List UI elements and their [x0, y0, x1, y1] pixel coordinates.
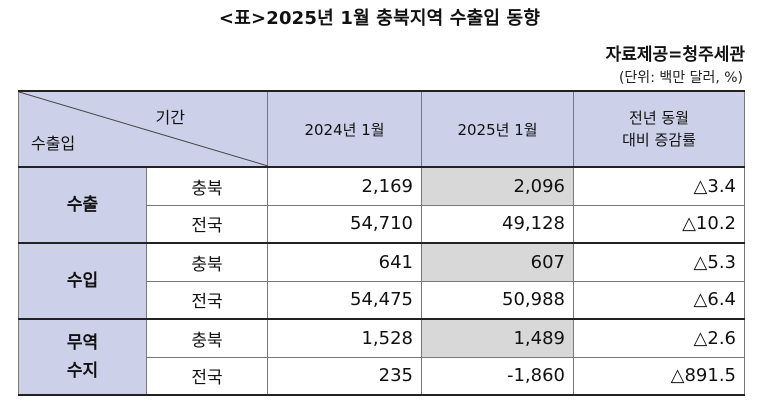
region-cell: 충북: [146, 318, 268, 358]
header-row: 기간 수출입 2024년 1월 2025년 1월 전년 동월 대비 증감률: [18, 90, 745, 168]
change-rate: △6.4: [573, 280, 745, 320]
value-2025: 2,096: [421, 166, 574, 206]
region-cell: 충북: [146, 166, 268, 206]
trade-table: 기간 수출입 2024년 1월 2025년 1월 전년 동월 대비 증감률 수출…: [18, 90, 745, 396]
change-rate: △10.2: [573, 204, 745, 244]
change-rate: △3.4: [573, 166, 745, 206]
region-cell: 충북: [146, 242, 268, 282]
table-row: 수입 충북 641 607 △5.3: [18, 242, 745, 320]
table-title: <표>2025년 1월 충북지역 수출입 동향: [218, 8, 541, 29]
value-2024: 641: [267, 242, 422, 282]
value-2025: 49,128: [421, 204, 574, 244]
value-2025: -1,860: [421, 356, 574, 396]
source-credit: 자료제공=청주세관: [605, 45, 745, 65]
col-header-change: 전년 동월 대비 증감률: [573, 90, 745, 168]
value-2025: 1,489: [421, 318, 574, 358]
table-row: 무역 수지 충북 1,528 1,489 △2.6: [18, 318, 745, 396]
col-header-change-line1: 전년 동월: [629, 109, 689, 127]
diagonal-divider: [19, 92, 268, 166]
change-rate: △891.5: [573, 356, 745, 396]
table-row: 수출 충북 2,169 2,096 △3.4: [18, 166, 745, 244]
category-trade-balance: 무역 수지: [18, 318, 147, 396]
col-header-change-line2: 대비 증감률: [622, 131, 696, 149]
value-2025: 607: [421, 242, 574, 282]
region-cell: 전국: [146, 204, 268, 244]
value-2025: 50,988: [421, 280, 574, 320]
category-export: 수출: [18, 166, 147, 244]
value-2024: 54,710: [267, 204, 422, 244]
unit-note: (단위: 백만 달러, %): [618, 70, 743, 86]
corner-period-label: 기간: [155, 108, 185, 127]
table-row: 전국 54,710 49,128 △10.2: [18, 204, 745, 244]
change-rate: △5.3: [573, 242, 745, 282]
value-2024: 54,475: [267, 280, 422, 320]
change-rate: △2.6: [573, 318, 745, 358]
value-2024: 2,169: [267, 166, 422, 206]
col-header-2024: 2024년 1월: [267, 90, 422, 168]
value-2024: 235: [267, 356, 422, 396]
table-row: 전국 235 -1,860 △891.5: [19, 356, 745, 396]
category-import: 수입: [18, 242, 147, 320]
table-row: 전국 54,475 50,988 △6.4: [18, 280, 745, 320]
category-trade-balance-line1: 무역: [66, 333, 99, 353]
region-cell: 전국: [146, 280, 268, 320]
region-cell: 전국: [146, 356, 268, 396]
category-trade-balance-line2: 수지: [66, 361, 99, 381]
corner-header: 기간 수출입: [18, 90, 268, 168]
value-2024: 1,528: [267, 318, 422, 358]
col-header-2025: 2025년 1월: [421, 90, 574, 168]
corner-trade-label: 수출입: [31, 134, 76, 153]
